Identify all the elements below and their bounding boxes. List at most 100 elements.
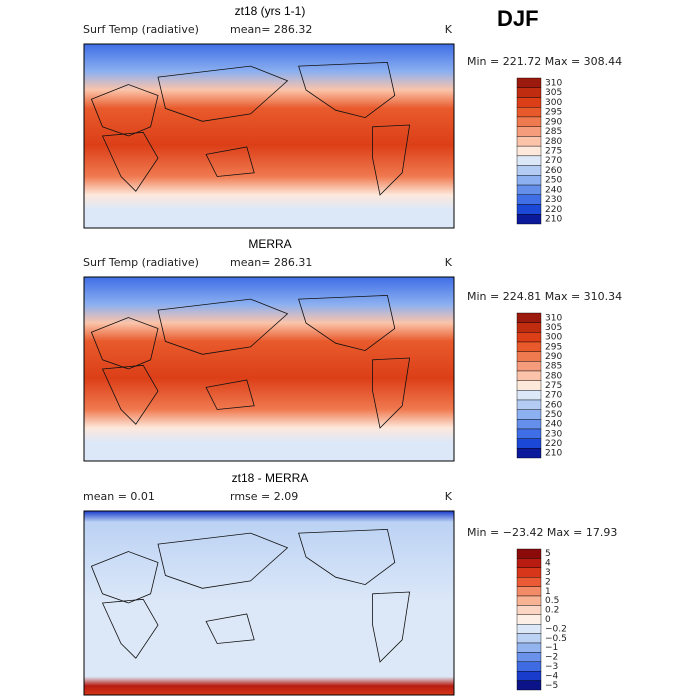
colorbar-swatch	[516, 312, 542, 323]
coastline	[205, 613, 255, 644]
colorbar-label: 300	[545, 98, 562, 108]
colorbar-swatch	[516, 624, 542, 634]
colorbar-swatch	[516, 390, 542, 401]
colorbar-label: 240	[545, 420, 562, 430]
colorbar-swatch	[516, 614, 542, 625]
coastline	[90, 317, 159, 370]
colorbar-label: −2	[545, 653, 558, 663]
colorbar-label: 295	[545, 342, 562, 352]
colorbar-label: 275	[545, 147, 562, 157]
colorbar-swatch	[516, 194, 542, 205]
colorbar-swatch	[516, 87, 542, 98]
colorbar-swatch	[516, 370, 542, 381]
coastline	[372, 357, 411, 429]
colorbar-label: 275	[545, 381, 562, 391]
coastline	[90, 551, 159, 604]
colorbar-label: 260	[545, 166, 562, 176]
colorbar-label: 0.5	[545, 596, 559, 606]
map	[83, 276, 455, 462]
coastline	[372, 591, 411, 663]
colorbar-swatch	[516, 106, 542, 118]
colorbar-label: 230	[545, 195, 562, 205]
colorbar-label: 285	[545, 127, 562, 137]
colorbar-label: 210	[545, 215, 562, 225]
colorbar-swatch	[516, 419, 542, 430]
colorbar-swatch	[516, 428, 542, 439]
colorbar-swatch	[516, 155, 542, 166]
colorbar-label: 240	[545, 185, 562, 195]
colorbar-swatch	[516, 567, 542, 578]
colorbar-swatch	[516, 116, 542, 127]
colorbar-swatch	[516, 175, 542, 186]
colorbar-label: −0.5	[545, 634, 567, 644]
colorbar-swatch	[516, 126, 542, 137]
colorbar-label: 2	[545, 577, 551, 587]
colorbar-swatch	[516, 322, 542, 333]
coastline	[101, 131, 159, 192]
colorbar-swatch	[516, 77, 542, 88]
coastline	[157, 65, 289, 122]
panel-title: MERRA	[248, 237, 291, 251]
stat-label: mean= 286.31	[230, 256, 312, 269]
colorbar-swatch	[516, 548, 542, 559]
colorbar-swatch	[516, 642, 542, 653]
colorbar-label: 0.2	[545, 606, 559, 616]
colorbar-label: 290	[545, 352, 562, 362]
colorbar-label: −4	[545, 671, 559, 681]
colorbar-label: 270	[545, 156, 562, 166]
coastline	[372, 124, 411, 196]
colorbar-swatch	[516, 448, 542, 459]
units-label: K	[445, 23, 453, 36]
coastline	[205, 379, 255, 410]
coastline	[157, 298, 289, 355]
colorbar-label: −5	[545, 681, 558, 691]
colorbar-swatch	[516, 661, 542, 672]
colorbar-label: 285	[545, 362, 562, 372]
colorbar-swatch	[516, 165, 542, 176]
colorbar-swatch	[516, 558, 542, 569]
colorbar-swatch	[516, 136, 542, 147]
colorbar-label: 250	[545, 410, 562, 420]
colorbar-swatch	[516, 351, 542, 362]
colorbar-swatch	[516, 214, 542, 225]
range-label: Min = −23.42 Max = 17.93	[467, 526, 617, 539]
coastline	[298, 528, 396, 586]
colorbar-label: −0.2	[545, 624, 567, 634]
field-label: mean = 0.01	[83, 490, 155, 503]
colorbar-label: −3	[545, 662, 558, 672]
colorbar-label: 310	[545, 313, 562, 323]
colorbar-swatch	[516, 184, 542, 195]
colorbar-swatch	[516, 605, 542, 616]
colorbar-swatch	[516, 586, 542, 597]
colorbar-swatch	[516, 438, 542, 449]
colorbar-label: 3	[545, 568, 551, 578]
range-label: Min = 221.72 Max = 308.44	[467, 55, 622, 68]
colorbar-swatch	[516, 671, 542, 681]
map	[83, 43, 455, 229]
coastline	[101, 364, 159, 425]
colorbar-swatch	[516, 341, 542, 352]
panel-title: zt18 (yrs 1-1)	[235, 4, 306, 18]
map	[83, 510, 455, 696]
colorbar-swatch	[516, 97, 542, 108]
panel-title: zt18 - MERRA	[232, 471, 309, 485]
colorbar-label: 250	[545, 176, 562, 186]
colorbar-swatch	[516, 652, 542, 663]
colorbar-label: 305	[545, 88, 562, 98]
colorbar-label: 0	[545, 615, 551, 625]
coastline	[298, 61, 396, 119]
range-label: Min = 224.81 Max = 310.34	[467, 290, 622, 303]
colorbar-label: 295	[545, 108, 562, 118]
colorbar-label: 220	[545, 439, 562, 449]
colorbar-swatch	[516, 399, 542, 410]
field-label: Surf Temp (radiative)	[83, 256, 199, 269]
season-label: DJF	[497, 6, 539, 31]
colorbar-swatch	[516, 145, 542, 157]
colorbar-label: 220	[545, 205, 562, 215]
colorbar-label: 260	[545, 400, 562, 410]
stat-label: rmse = 2.09	[230, 490, 298, 503]
colorbar-label: 310	[545, 78, 562, 88]
colorbar-label: 280	[545, 137, 562, 147]
colorbar-label: 270	[545, 391, 562, 401]
